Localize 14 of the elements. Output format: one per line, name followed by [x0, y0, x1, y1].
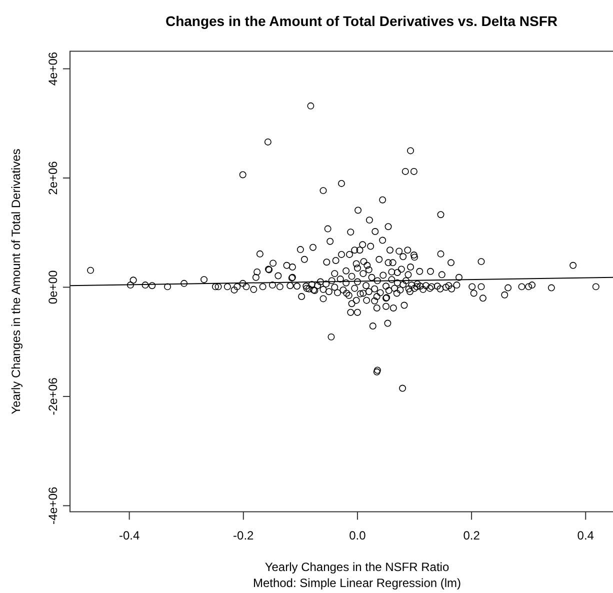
x-tick-label: -0.4: [118, 528, 140, 543]
x-axis-title: Yearly Changes in the NSFR Ratio: [264, 560, 450, 574]
y-tick-label: 2e+06: [46, 160, 60, 195]
y-tick-label: 0e+00: [46, 270, 60, 304]
text: Method: Simple Linear Regression (lm): [252, 576, 462, 590]
x-tick-label: 0.2: [463, 528, 480, 543]
chart-title: Changes in the Amount of Total Derivatives vs. Delta NSFR: [165, 13, 558, 29]
y-tick-label: -4e+06: [46, 486, 60, 525]
y-axis-title: Yearly Changes in the Amount of Total Derivatives: [9, 148, 23, 414]
y-tick-label: -2e+06: [46, 377, 60, 416]
x-tick-label: -0.2: [233, 528, 254, 543]
x-tick-label: 0.0: [349, 528, 366, 543]
x-tick-label: 0.4: [577, 528, 594, 543]
y-tick-label: 4e+06: [46, 52, 60, 86]
